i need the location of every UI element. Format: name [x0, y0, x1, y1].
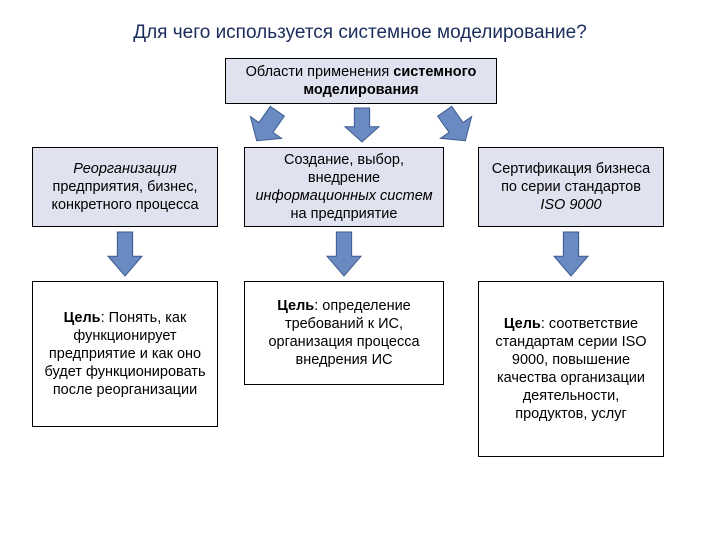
- goal-box-2: Цель: определение требований к ИС, орган…: [244, 281, 444, 385]
- branch-box-2-text: Создание, выбор, внедрение информационны…: [253, 151, 435, 224]
- arrow-icon: [335, 98, 389, 152]
- page-title: Для чего используется системное моделиро…: [0, 22, 720, 44]
- goal-box-3-text: Цель: соответствие стандартам серии ISO …: [487, 315, 655, 424]
- goal-box-2-text: Цель: определение требований к ИС, орган…: [253, 297, 435, 370]
- branch-box-1: Реорганизация предприятия, бизнес, конкр…: [32, 147, 218, 227]
- branch-box-1-text: Реорганизация предприятия, бизнес, конкр…: [41, 160, 209, 214]
- branch-box-2: Создание, выбор, внедрение информационны…: [244, 147, 444, 227]
- arrow-icon: [317, 222, 371, 286]
- branch-box-3: Сертификация бизнеса по серии стандартов…: [478, 147, 664, 227]
- branch-box-3-text: Сертификация бизнеса по серии стандартов…: [487, 160, 655, 214]
- goal-box-3: Цель: соответствие стандартам серии ISO …: [478, 281, 664, 457]
- arrow-icon: [426, 98, 484, 154]
- arrow-icon: [238, 98, 296, 154]
- root-box-text: Области применения системного моделирова…: [234, 63, 488, 99]
- arrow-icon: [98, 222, 152, 286]
- arrow-icon: [544, 222, 598, 286]
- goal-box-1: Цель: Понять, как функционирует предприя…: [32, 281, 218, 427]
- goal-box-1-text: Цель: Понять, как функционирует предприя…: [41, 309, 209, 400]
